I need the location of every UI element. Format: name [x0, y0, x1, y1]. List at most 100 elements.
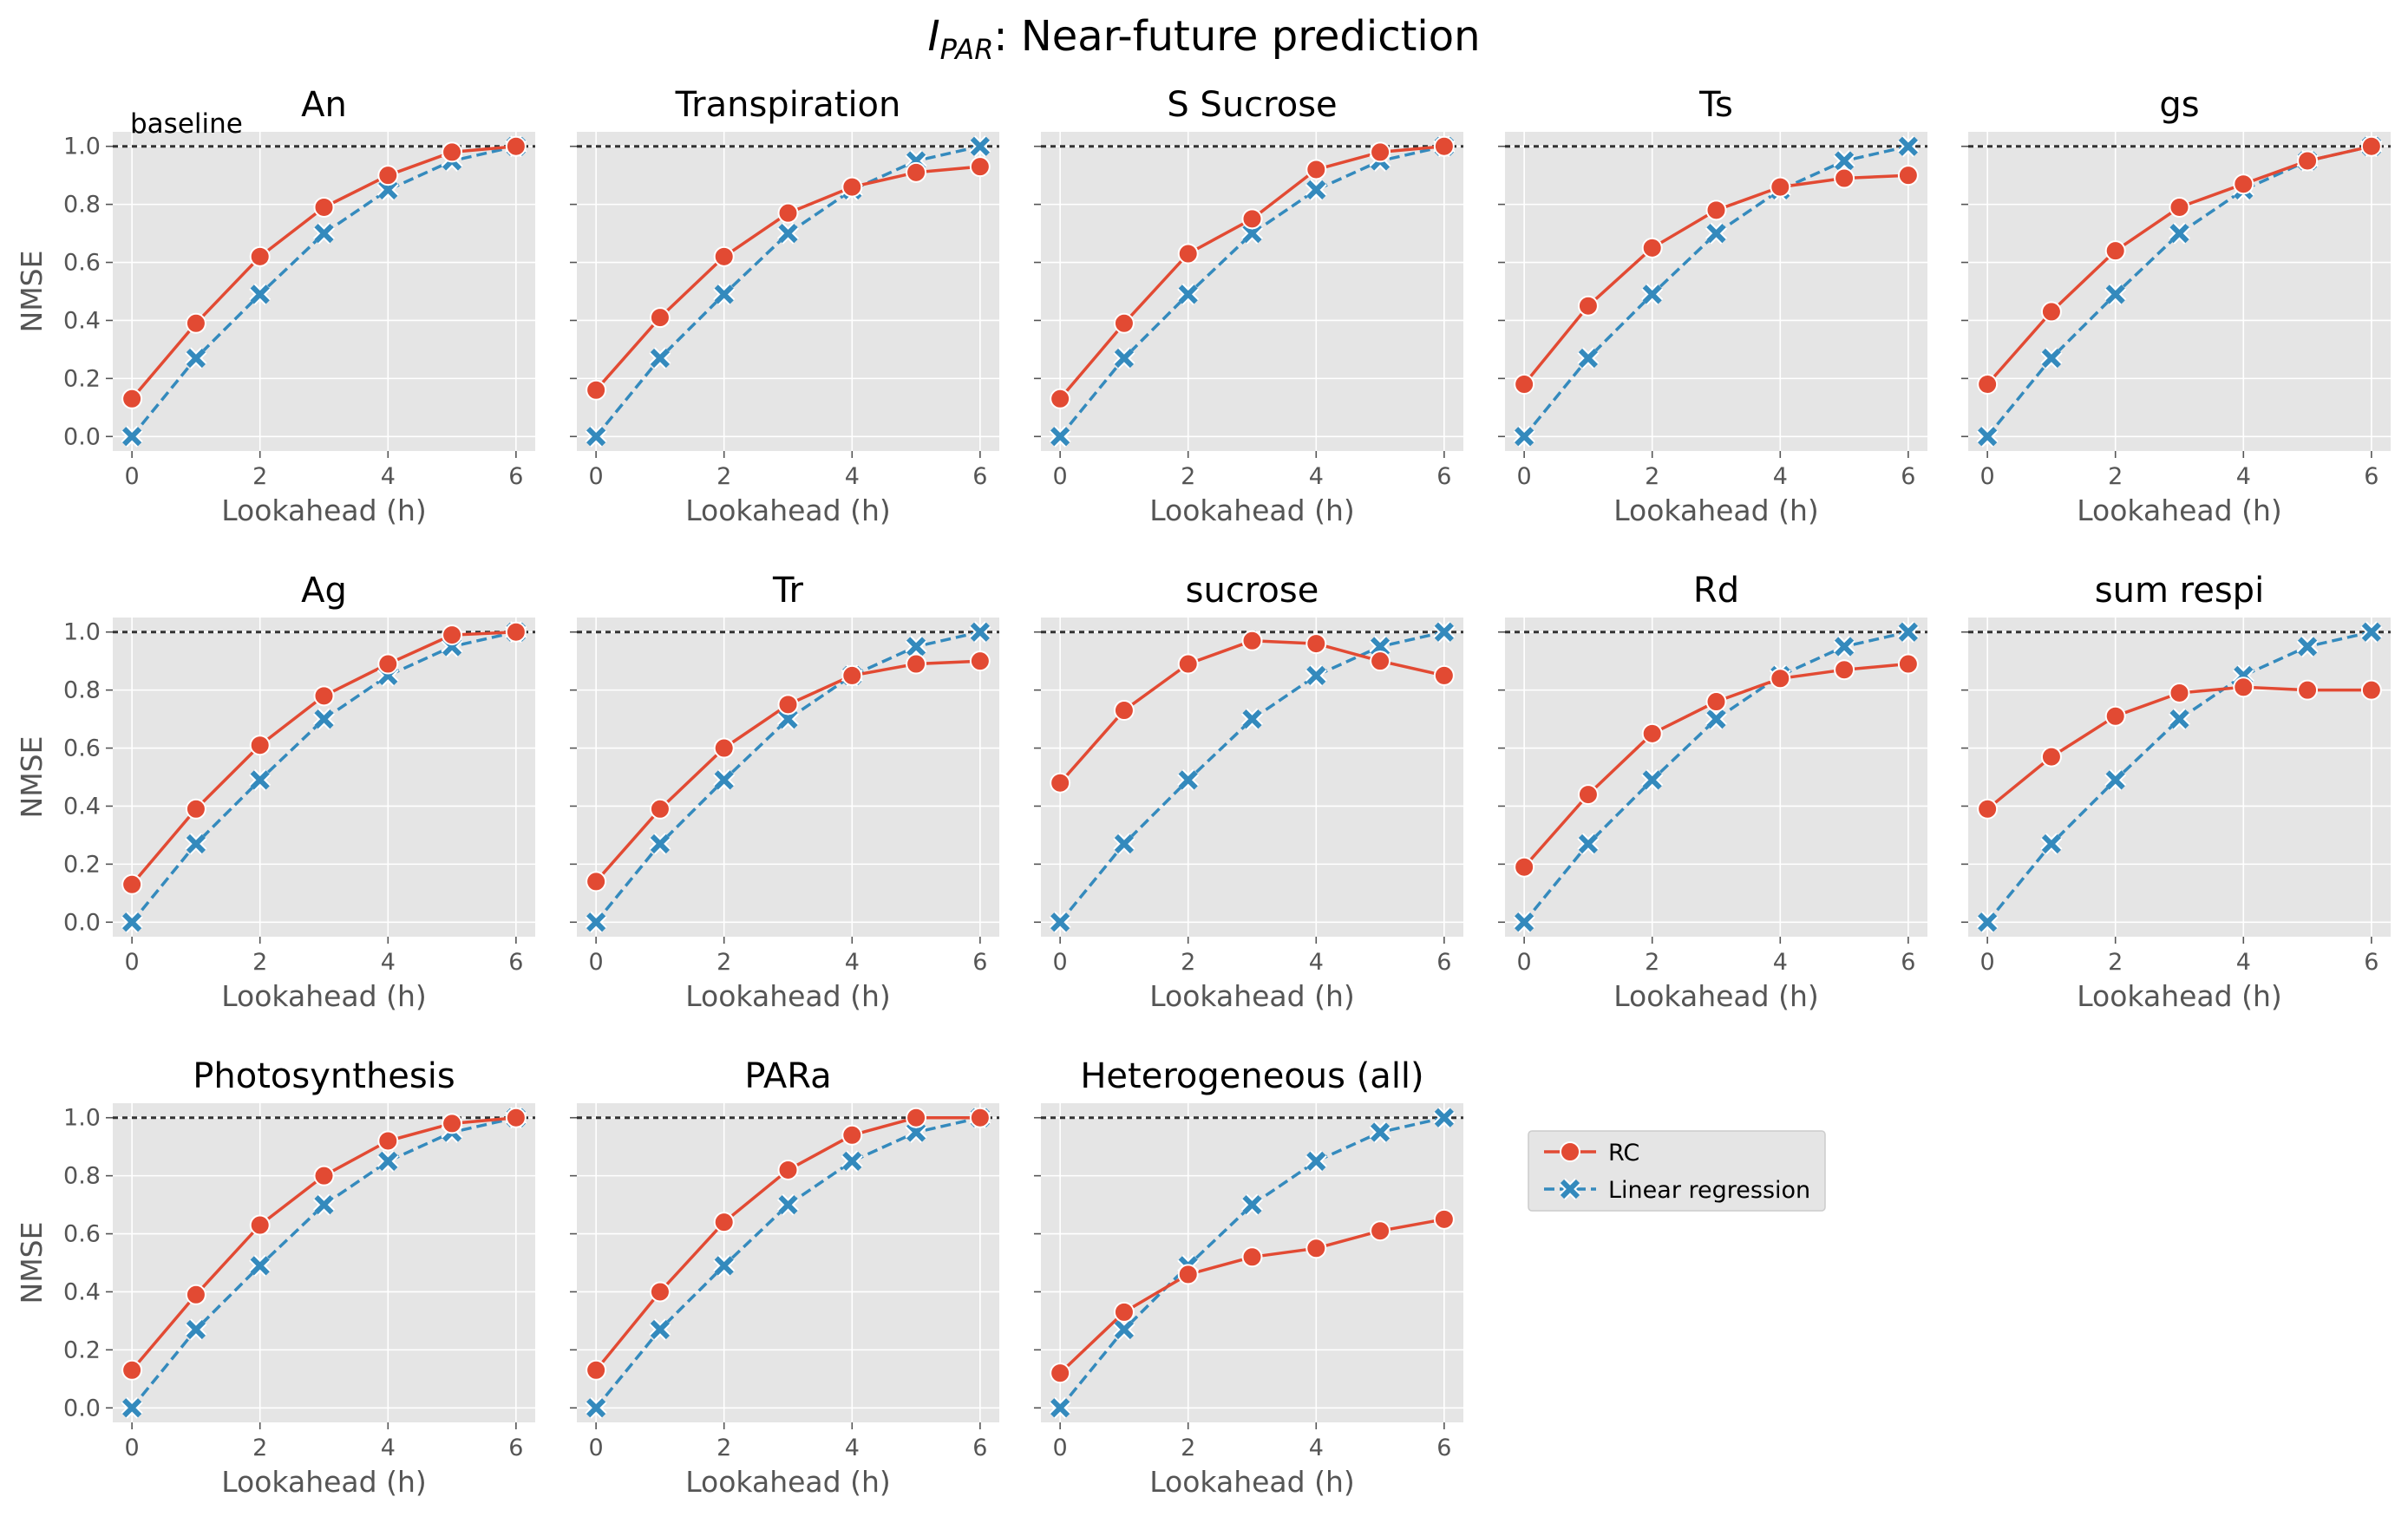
x-tick-label: 2 — [252, 463, 267, 490]
x-tick-label: 2 — [252, 1435, 267, 1461]
point-rc — [969, 1107, 991, 1128]
point-rc — [2233, 676, 2254, 698]
point-rc — [1177, 1264, 1199, 1285]
y-tick-label: 0.6 — [63, 735, 101, 762]
point-rc — [2040, 746, 2062, 768]
point-rc — [1370, 650, 1391, 672]
x-axis-label: Lookahead (h) — [221, 493, 426, 527]
point-rc — [313, 685, 335, 707]
x-tick-label: 6 — [508, 949, 523, 976]
x-tick-label: 2 — [717, 1435, 731, 1461]
y-tick-label: 0.2 — [63, 851, 101, 878]
point-linear-regression — [1306, 180, 1326, 200]
point-rc — [249, 735, 271, 756]
point-linear-regression — [970, 136, 990, 156]
x-tick-label: 0 — [589, 1435, 604, 1461]
point-rc — [2297, 679, 2319, 701]
x-axis-label: Lookahead (h) — [221, 1465, 426, 1499]
point-linear-regression — [1978, 427, 1998, 447]
point-rc — [841, 664, 863, 686]
y-tick-label: 1.0 — [63, 134, 101, 160]
point-linear-regression — [1642, 770, 1662, 790]
y-tick-label: 0.0 — [63, 909, 101, 936]
point-rc — [505, 621, 527, 643]
x-tick-label: 2 — [717, 949, 731, 976]
point-linear-regression — [1178, 284, 1198, 304]
point-linear-regression — [2105, 284, 2125, 304]
point-linear-regression — [1834, 151, 1855, 171]
x-tick-label: 2 — [1181, 463, 1195, 490]
point-rc — [442, 1113, 463, 1134]
x-tick-label: 0 — [1053, 949, 1068, 976]
subplot: 0.0 0.2 0.4 0.6 0.8 1.0 0 2 4 6 Photosynthesis Look… — [15, 1056, 535, 1499]
point-linear-regression — [650, 1319, 671, 1340]
subplot: 0 2 4 6 Tr Lookahead (h) — [570, 571, 999, 1013]
point-linear-regression — [1242, 223, 1262, 244]
point-rc — [1241, 630, 1263, 651]
point-linear-regression — [378, 180, 398, 200]
x-tick-label: 6 — [1901, 949, 1915, 976]
point-rc — [1705, 691, 1727, 713]
point-rc — [1113, 312, 1135, 334]
point-linear-regression — [1706, 223, 1726, 244]
point-rc — [1770, 668, 1791, 690]
point-linear-regression — [250, 1256, 270, 1276]
subplot-title: Tr — [772, 571, 804, 611]
x-tick-label: 2 — [2108, 949, 2123, 976]
subplot-title: sum respi — [2095, 571, 2264, 611]
plot-area — [577, 1103, 999, 1422]
point-rc — [649, 798, 671, 820]
x-tick-label: 4 — [1773, 463, 1788, 490]
subplot-title: Heterogeneous (all) — [1080, 1056, 1423, 1096]
subplot: 0 2 4 6 Transpiration Lookahead (h) — [570, 85, 999, 527]
point-rc — [841, 176, 863, 198]
point-rc — [442, 624, 463, 646]
point-rc — [1305, 159, 1327, 180]
point-rc — [1433, 1208, 1455, 1230]
point-rc — [1641, 237, 1663, 258]
x-axis-label: Lookahead (h) — [685, 1465, 890, 1499]
point-rc — [1514, 856, 1535, 878]
x-tick-label: 4 — [381, 1435, 396, 1461]
x-tick-label: 6 — [508, 463, 523, 490]
plot-area — [577, 132, 999, 451]
point-rc — [1577, 295, 1599, 317]
plot-area — [1041, 618, 1463, 937]
x-tick-label: 6 — [972, 1435, 987, 1461]
subplot: 0 2 4 6 sucrose Lookahead (h) — [1034, 571, 1463, 1013]
x-tick-label: 4 — [381, 463, 396, 490]
point-linear-regression — [2297, 637, 2318, 657]
plot-area — [1041, 132, 1463, 451]
subplot-title: gs — [2159, 85, 2199, 125]
subplot: 0 2 4 6 Rd Lookahead (h) — [1498, 571, 1927, 1013]
point-rc — [1514, 374, 1535, 395]
y-tick-label: 0.2 — [63, 365, 101, 392]
x-tick-label: 6 — [1436, 1435, 1451, 1461]
y-tick-label: 0.8 — [63, 677, 101, 704]
point-rc — [1834, 659, 1855, 681]
point-linear-regression — [650, 833, 671, 854]
point-rc — [185, 312, 206, 334]
x-tick-label: 4 — [845, 463, 860, 490]
point-linear-regression — [586, 912, 606, 932]
point-linear-regression — [1114, 348, 1135, 369]
point-linear-regression — [250, 770, 270, 790]
point-rc — [249, 1214, 271, 1236]
point-linear-regression — [1050, 1398, 1070, 1418]
point-rc — [121, 873, 143, 895]
point-rc — [313, 1165, 335, 1186]
point-rc — [841, 1124, 863, 1146]
x-axis-label: Lookahead (h) — [685, 493, 890, 527]
x-axis-label: Lookahead (h) — [1149, 1465, 1354, 1499]
point-rc — [505, 135, 527, 157]
x-tick-label: 2 — [252, 949, 267, 976]
point-rc — [906, 161, 927, 183]
point-rc — [713, 245, 735, 267]
plot-area — [1505, 132, 1927, 451]
point-linear-regression — [1306, 665, 1326, 686]
point-rc — [777, 1159, 799, 1180]
point-linear-regression — [314, 709, 334, 729]
plot-area — [1505, 618, 1927, 937]
x-axis-label: Lookahead (h) — [1613, 979, 1818, 1013]
x-tick-label: 6 — [1436, 949, 1451, 976]
